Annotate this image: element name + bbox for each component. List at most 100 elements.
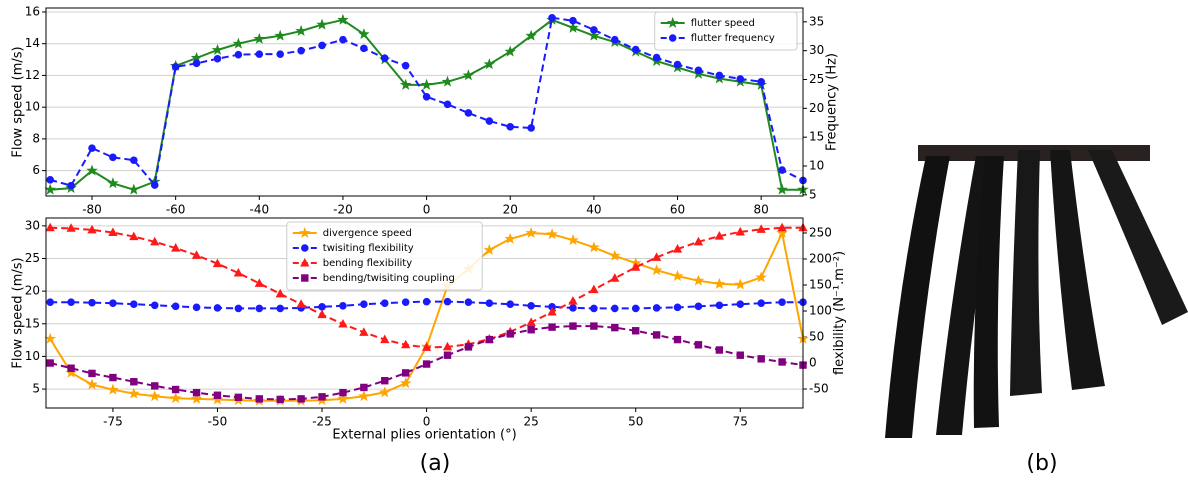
marker <box>464 298 473 306</box>
marker <box>526 317 536 326</box>
marker <box>171 302 180 311</box>
marker <box>399 78 412 90</box>
marker <box>297 395 305 403</box>
y-tick-label: 5 <box>32 382 40 396</box>
marker <box>547 306 557 316</box>
x-tick-label: -80 <box>82 203 102 217</box>
marker <box>380 299 389 307</box>
marker <box>589 284 599 294</box>
marker <box>692 274 705 286</box>
marker <box>422 297 431 306</box>
marker <box>171 243 181 252</box>
y-tick-label: 10 <box>25 100 40 114</box>
marker <box>358 28 370 40</box>
y-tick-label: 14 <box>25 36 40 50</box>
marker <box>254 278 264 287</box>
marker <box>276 395 284 404</box>
marker <box>360 300 368 309</box>
y-tick-label: 15 <box>25 316 40 330</box>
marker <box>45 222 55 232</box>
legend-box <box>286 221 483 291</box>
marker <box>300 257 310 267</box>
marker <box>129 231 139 241</box>
marker <box>301 244 309 252</box>
marker <box>527 124 535 132</box>
x-tick-label: 75 <box>733 415 748 429</box>
x-tick-label: 0 <box>423 203 431 217</box>
marker <box>66 223 76 232</box>
marker <box>652 331 661 339</box>
marker <box>86 378 98 390</box>
marker <box>401 339 411 349</box>
marker <box>694 66 703 75</box>
marker <box>297 46 305 55</box>
marker <box>192 59 201 68</box>
marker <box>213 304 222 312</box>
marker <box>46 176 54 184</box>
marker <box>610 35 619 44</box>
marker <box>442 341 453 351</box>
x-tick-label: 40 <box>586 203 601 217</box>
marker <box>443 297 452 306</box>
legend-label: flutter speed <box>691 18 755 29</box>
marker <box>380 54 389 62</box>
marker <box>693 236 704 246</box>
legend-label: twisiting flexibility <box>323 243 414 254</box>
marker <box>588 29 600 41</box>
x-tick-label: -75 <box>103 415 123 429</box>
y-tick-label: 10 <box>25 349 40 363</box>
marker <box>130 156 138 165</box>
marker <box>506 122 515 131</box>
marker <box>736 351 744 359</box>
legend-label: divergence speed <box>323 228 412 239</box>
marker <box>588 241 600 253</box>
marker <box>652 304 661 312</box>
marker <box>296 299 306 308</box>
marker <box>233 267 244 277</box>
marker <box>380 334 390 344</box>
legend: flutter speed flutter frequency <box>654 11 798 51</box>
y2-axis-label: Frequency (Hz) <box>825 53 840 151</box>
marker <box>234 393 243 402</box>
marker <box>337 13 349 25</box>
y-tick-label: 25 <box>25 251 40 265</box>
marker <box>631 45 640 54</box>
marker <box>338 318 348 328</box>
marker <box>358 390 370 402</box>
marker <box>485 299 494 307</box>
marker <box>569 16 577 25</box>
marker <box>274 29 286 41</box>
marker <box>232 37 245 49</box>
marker <box>191 250 202 259</box>
marker <box>735 226 745 236</box>
marker <box>86 164 98 176</box>
x-tick-label: -50 <box>208 415 228 429</box>
marker <box>130 300 138 309</box>
marker <box>109 299 117 307</box>
marker <box>525 29 537 41</box>
marker <box>318 393 326 401</box>
marker <box>715 301 724 310</box>
marker <box>778 166 786 174</box>
marker <box>734 278 746 290</box>
marker <box>715 346 724 354</box>
marker <box>109 153 117 162</box>
marker <box>569 322 577 330</box>
x-tick-label: -60 <box>166 203 186 217</box>
marker <box>212 258 223 268</box>
marker <box>527 301 535 310</box>
legend-label: bending/twisiting coupling <box>323 273 455 284</box>
marker <box>713 277 726 289</box>
marker <box>443 100 452 109</box>
marker <box>339 388 347 397</box>
marker <box>107 177 119 189</box>
y2-tick-label: 5 <box>809 187 817 201</box>
marker <box>776 226 788 238</box>
marker <box>590 26 598 34</box>
marker <box>276 50 285 58</box>
marker <box>651 252 662 261</box>
marker <box>128 387 140 399</box>
y2-tick-label: 250 <box>809 225 832 239</box>
x-tick-label: 80 <box>754 203 769 217</box>
marker <box>609 249 621 261</box>
